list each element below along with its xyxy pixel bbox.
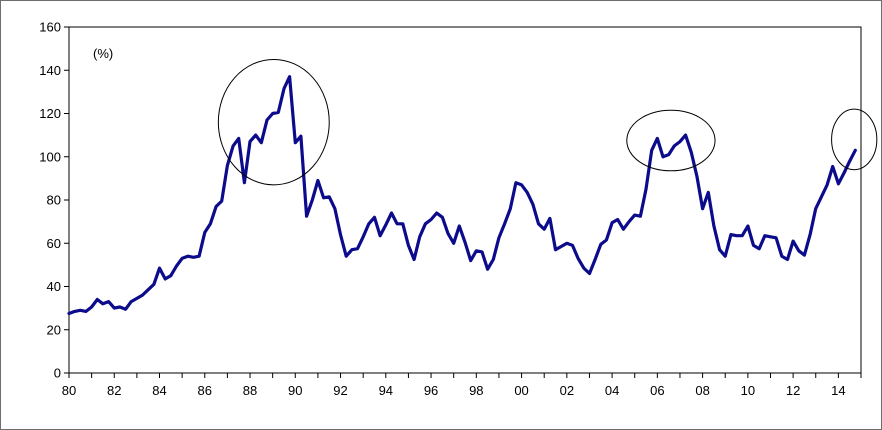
- x-tick-label: 84: [152, 383, 166, 398]
- y-tick-label: 0: [54, 366, 61, 381]
- annotation-ellipse: [831, 108, 878, 171]
- x-tick-label: 04: [605, 383, 619, 398]
- x-tick-label: 86: [198, 383, 212, 398]
- annotation-ellipse: [217, 58, 330, 186]
- y-tick-label: 100: [39, 149, 61, 164]
- y-tick-label: 160: [39, 20, 61, 35]
- x-tick-label: 10: [741, 383, 755, 398]
- x-tick-label: 88: [243, 383, 257, 398]
- x-tick-label: 02: [560, 383, 574, 398]
- series-line: [67, 75, 857, 316]
- y-tick-label: 80: [47, 193, 61, 208]
- y-unit-label: (%): [93, 46, 113, 61]
- annotation-ellipse: [626, 109, 716, 172]
- x-tick-label: 12: [786, 383, 800, 398]
- plot-area-border: [68, 26, 862, 374]
- x-tick-label: 96: [424, 383, 438, 398]
- x-tick-label: 90: [288, 383, 302, 398]
- x-tick-label: 06: [650, 383, 664, 398]
- y-axis-ticks: 0 20 40 60 80 100 120 140 160: [39, 20, 69, 381]
- chart-axes: [68, 26, 862, 374]
- series-group: [67, 75, 857, 316]
- y-tick-label: 40: [47, 279, 61, 294]
- x-tick-label: 92: [333, 383, 347, 398]
- x-tick-label: 08: [695, 383, 709, 398]
- y-tick-label: 140: [39, 63, 61, 78]
- x-tick-label: 94: [379, 383, 393, 398]
- x-tick-label: 82: [107, 383, 121, 398]
- x-tick-label: 80: [62, 383, 76, 398]
- y-tick-label: 20: [47, 322, 61, 337]
- y-tick-label: 120: [39, 106, 61, 121]
- x-tick-label: 00: [514, 383, 528, 398]
- annotation-group: [217, 58, 878, 186]
- y-tick-label: 60: [47, 236, 61, 251]
- x-tick-label: 98: [469, 383, 483, 398]
- x-axis-ticks: 80 82 84 86 88 90 92 94 96 98 00 02 04 06 08 10 12 14: [62, 373, 862, 398]
- x-tick-label: 14: [831, 383, 845, 398]
